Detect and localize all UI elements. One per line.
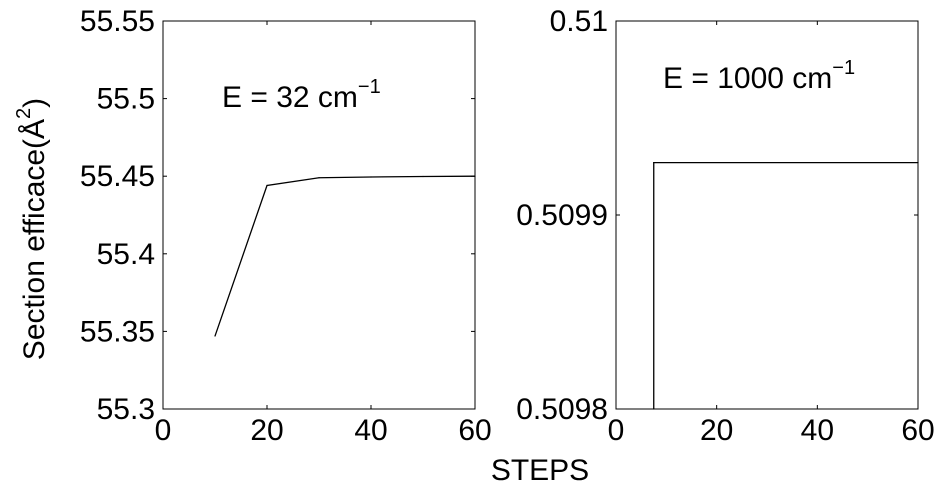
x-tick-label: 20 [250, 414, 283, 447]
y-axis-label: Section efficace(Å2) [13, 98, 51, 360]
y-tick-label: 55.5 [97, 83, 155, 116]
data-point [474, 175, 476, 177]
chart-panel-low-energy: 0 20 40 60 55.3 55.35 55.4 55.45 55.5 55.55 E = 32… [13, 5, 492, 447]
data-point [653, 162, 655, 164]
x-tick-label: 40 [354, 414, 387, 447]
data-point [917, 162, 919, 164]
data-point [653, 408, 655, 410]
y-tick-label: 55.45 [80, 160, 155, 193]
data-point [318, 177, 320, 179]
x-tick-label: 60 [458, 414, 491, 447]
x-tick-label: 0 [155, 414, 172, 447]
plot-frame [162, 20, 476, 410]
data-point [214, 335, 216, 337]
data-point [370, 176, 372, 178]
chart-panel-high-energy: 0 20 40 60 0.5098 0.5099 0.51 E = 1000 cm−1 [516, 5, 934, 447]
y-tick-label: 0.5099 [516, 199, 608, 232]
y-tick-label: 55.3 [97, 393, 155, 426]
x-tick-label: 0 [608, 414, 625, 447]
y-tick-label: 55.55 [80, 5, 155, 38]
data-line [653, 161, 918, 409]
data-line [214, 175, 476, 337]
data-point [266, 184, 268, 187]
y-tick-label: 55.4 [97, 238, 155, 271]
x-tick-label: 40 [801, 414, 834, 447]
x-tick-label: 60 [901, 414, 934, 447]
energy-annotation: E = 1000 cm−1 [663, 57, 855, 95]
y-tick-label: 0.51 [550, 5, 608, 38]
y-tick-label: 0.5098 [516, 393, 608, 426]
x-axis-label: STEPS [491, 454, 589, 487]
data-point [422, 175, 424, 178]
x-tick-label: 20 [700, 414, 733, 447]
energy-annotation: E = 32 cm−1 [222, 76, 381, 114]
y-tick-label: 55.35 [80, 315, 155, 348]
